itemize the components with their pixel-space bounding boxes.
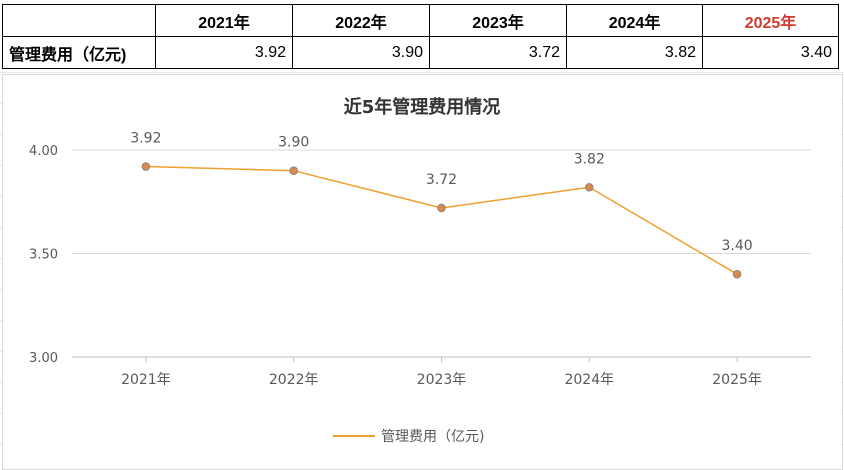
chart-canvas: 近5年管理费用情况 3.00 3.50 4.00 2021年 2022年 2023年 202… [29,96,811,445]
x-tick-label: 2023年 [417,372,467,388]
y-tick-label: 3.50 [29,248,58,263]
data-point[interactable] [437,203,446,213]
y-tick-label: 4.00 [29,144,58,159]
data-point[interactable] [141,162,151,171]
data-label: 3.90 [278,135,309,151]
x-tick-label: 2025年 [712,372,762,388]
value-cell-2021[interactable]: 3.92 [155,36,293,69]
data-label: 3.40 [722,238,753,254]
axes: 3.00 3.50 4.00 2021年 2022年 2023年 2024年 2025年 [29,144,811,388]
chart-title: 近5年管理费用情况 [344,96,501,118]
header-cell-2024[interactable]: 2024年 [566,4,703,37]
x-tick-label: 2021年 [121,372,171,388]
x-tick-label: 2022年 [269,372,319,388]
data-point[interactable] [289,166,299,175]
legend[interactable]: 管理费用（亿元) [333,429,484,445]
line-chart[interactable]: 近5年管理费用情况 3.00 3.50 4.00 2021年 2022年 2023年 202… [2,74,843,470]
header-cell-2022[interactable]: 2022年 [292,4,430,37]
fee-data-table: 2021年 2022年 2023年 2024年 2025年 管理费用（亿元) 3… [2,4,839,69]
gridlines [72,149,811,254]
series-layer [141,162,742,279]
data-point[interactable] [732,269,742,279]
x-tick-label: 2024年 [564,372,614,388]
header-cell-2023[interactable]: 2023年 [429,4,567,37]
table-header-row: 2021年 2022年 2023年 2024年 2025年 [2,4,839,37]
header-cell-empty[interactable] [2,4,156,37]
table-row: 管理费用（亿元) 3.92 3.90 3.72 3.82 3.40 [2,36,839,69]
header-cell-2025[interactable]: 2025年 [702,4,839,37]
value-cell-2024[interactable]: 3.82 [566,36,703,69]
data-label: 3.82 [574,151,605,167]
legend-label: 管理费用（亿元) [381,429,484,445]
data-label: 3.72 [426,172,457,188]
y-tick-label: 3.00 [29,351,58,366]
data-label: 3.92 [130,131,161,147]
header-cell-2021[interactable]: 2021年 [155,4,293,37]
value-cell-2022[interactable]: 3.90 [292,36,430,69]
row-label-cell[interactable]: 管理费用（亿元) [2,36,156,69]
value-cell-2025[interactable]: 3.40 [702,36,839,69]
data-labels: 3.92 3.90 3.72 3.82 3.40 [130,131,752,255]
data-point[interactable] [585,182,594,192]
value-cell-2023[interactable]: 3.72 [429,36,567,69]
